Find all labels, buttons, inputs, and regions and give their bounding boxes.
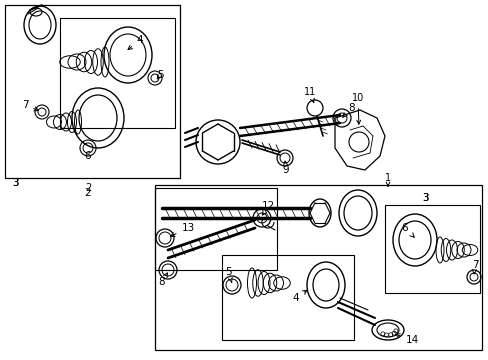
Text: 3: 3 <box>421 193 427 203</box>
Text: 4: 4 <box>128 35 143 50</box>
Text: 12: 12 <box>261 201 274 215</box>
Text: 5: 5 <box>224 267 232 283</box>
Text: 6: 6 <box>401 223 413 237</box>
Text: 5: 5 <box>156 70 163 80</box>
Bar <box>384 205 479 293</box>
Text: 7: 7 <box>21 100 39 111</box>
Bar <box>155 185 481 350</box>
Text: 4: 4 <box>292 290 306 303</box>
Text: 9: 9 <box>282 161 289 175</box>
Text: 8: 8 <box>159 273 167 287</box>
Text: 14: 14 <box>395 334 418 345</box>
Text: 13: 13 <box>170 223 194 237</box>
Text: 3: 3 <box>12 178 18 188</box>
Text: 6: 6 <box>84 151 91 161</box>
Bar <box>60 18 175 128</box>
Text: 2: 2 <box>85 183 91 193</box>
Text: 8: 8 <box>342 103 355 117</box>
Text: 3: 3 <box>421 193 427 203</box>
Text: 2: 2 <box>84 188 91 198</box>
Text: 1: 1 <box>384 173 390 186</box>
Text: 3: 3 <box>12 178 18 188</box>
Text: 11: 11 <box>303 87 315 103</box>
Text: 7: 7 <box>471 260 477 274</box>
Bar <box>5 5 180 178</box>
Bar <box>155 188 276 270</box>
Bar <box>222 255 353 340</box>
Text: 10: 10 <box>351 93 364 124</box>
